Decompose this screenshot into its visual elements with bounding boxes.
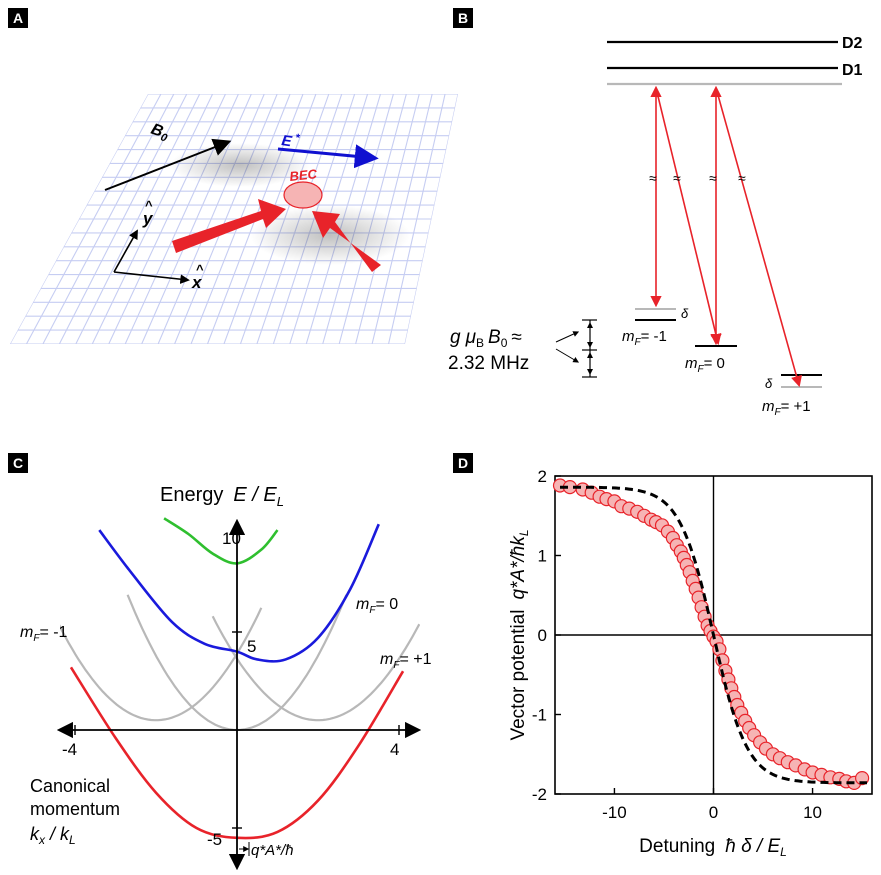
panel-d-label-box (453, 453, 473, 473)
b0-label: B0 (148, 121, 172, 145)
tick-4: 4 (390, 740, 399, 759)
label-mf-0: mF= 0 (356, 596, 398, 616)
x-tick-label: 10 (803, 803, 822, 822)
level-label-mf-m1: mF= -1 (622, 328, 667, 348)
break-mark-1: ≈ (649, 170, 657, 186)
y-tick-label: -1 (532, 706, 547, 725)
panel-b: B D2 D1 δ δ mF= -1 mF= 0 mF= +1 ≈ ≈ ≈ ≈ (448, 8, 863, 418)
y-tick-label: -2 (532, 785, 547, 804)
delta-label-1: δ (681, 306, 689, 321)
level-label-mf-0: mF= 0 (685, 355, 725, 375)
x-axis-arrow (113, 271, 190, 284)
split-arrowheads (587, 322, 593, 375)
y-axis-arrow (113, 229, 138, 273)
panel-a-label: A (13, 10, 23, 26)
panel-c-label: C (13, 455, 23, 471)
kx-label: kx / kL (30, 824, 76, 847)
x-tick-label: 0 (709, 803, 718, 822)
lattice-grid (10, 94, 458, 344)
bec-cloud (283, 181, 323, 209)
shift-label: q*A*/ħ (251, 842, 294, 859)
bec-label: BEC (289, 166, 318, 184)
panel-c: C Energy E / EL 10 5 -5 -4 4 mF= -1 mF= 0… (8, 453, 432, 871)
b0-arrow (104, 138, 232, 191)
panel-a-label-box (8, 8, 28, 28)
d2-label: D2 (842, 35, 863, 52)
x-hat: ^ (196, 262, 204, 277)
label-mf-p1: mF= +1 (380, 651, 432, 671)
break-mark-2: ≈ (673, 170, 681, 186)
tick-minus-4: -4 (62, 740, 77, 759)
y-hat: ^ (145, 198, 153, 213)
energy-axis-title: Energy E / EL (160, 484, 284, 509)
plot-d-xlabel: Detuning ħ δ / EL (639, 836, 787, 859)
fit-curve (560, 485, 867, 785)
y-axis-label: y (142, 209, 154, 228)
break-mark-3: ≈ (709, 170, 717, 186)
canonical-label: Canonical (30, 776, 110, 796)
e-field-label: E * (280, 130, 300, 151)
tick-minus-5: -5 (207, 830, 222, 849)
curve-bare-0 (60, 607, 263, 722)
splitting-formula: g μB B0 ≈ (450, 327, 522, 350)
x-tick-label: -10 (602, 803, 627, 822)
split-pointer-2 (555, 348, 580, 363)
split-pointer-1 (555, 331, 580, 343)
y-tick-label: 1 (538, 547, 547, 566)
tick-10: 10 (222, 529, 241, 548)
beam-shadow (250, 205, 410, 265)
e-field-arrow (277, 144, 379, 169)
x-axis-label: x (191, 273, 203, 292)
level-label-mf-p1: mF= +1 (762, 398, 811, 418)
panel-c-label-box (8, 453, 28, 473)
y-tick-label: 0 (538, 626, 547, 645)
transition-4 (715, 87, 802, 388)
panel-b-label: B (458, 10, 468, 26)
y-tick-label: 2 (538, 467, 547, 486)
label-mf-m1: mF= -1 (20, 624, 68, 644)
field-shadow (170, 143, 310, 187)
panel-b-label-box (453, 8, 473, 28)
curve-upper-5 (163, 517, 279, 565)
panel-a: A B0 E * BEC y ^ x ^ (8, 8, 458, 344)
d1-label: D1 (842, 62, 863, 79)
raman-beam-left (172, 199, 286, 253)
panel-d-label: D (458, 455, 468, 471)
axis-ticks (74, 533, 400, 829)
break-mark-4: ≈ (738, 170, 746, 186)
splitting-value: 2.32 MHz (448, 353, 529, 374)
delta-label-2: δ (765, 376, 773, 391)
raman-beam-right (312, 211, 381, 272)
plot-d-ylabel: Vector potentialq*A*/ħkL (508, 529, 531, 740)
tick-5: 5 (247, 637, 256, 656)
curve-middle-4 (98, 523, 380, 663)
momentum-label: momentum (30, 799, 120, 819)
curve-bare-2 (211, 615, 420, 722)
transition-2 (655, 87, 722, 346)
